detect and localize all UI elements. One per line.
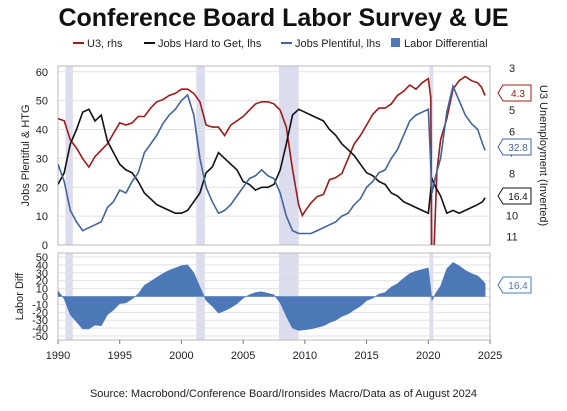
top-panel: 010203040506034567891011Jobs Plentiful &… xyxy=(20,63,549,252)
callout-label: 16.4 xyxy=(508,192,528,203)
y-tick-label: -10 xyxy=(32,299,48,311)
x-tick-label: 2000 xyxy=(169,350,193,362)
y-tick-label: -40 xyxy=(32,323,48,335)
callout-box xyxy=(497,276,532,294)
end-value-callout: 32.8 xyxy=(497,138,532,156)
legend-item: Jobs Plentiful, lhs xyxy=(281,38,381,50)
legend-item: U3, rhs xyxy=(73,38,123,50)
plot-frame xyxy=(57,65,491,246)
callout-label: 32.8 xyxy=(508,143,528,154)
y-tick-label: 20 xyxy=(36,182,48,194)
end-value-callout: 16.4 xyxy=(497,276,532,294)
y-tick-label: 10 xyxy=(36,284,48,296)
y2-axis-title: U3 Unemployment (Inverted) xyxy=(537,85,549,226)
end-value-callout: 4.3 xyxy=(497,84,532,102)
y-tick-label: 40 xyxy=(36,125,48,137)
y2-tick-label: 6 xyxy=(509,126,515,138)
y2-tick-label: 3 xyxy=(509,63,515,75)
end-value-callout: 16.4 xyxy=(497,187,532,205)
y-tick-label: 50 xyxy=(36,96,48,108)
x-tick-label: 2010 xyxy=(293,350,317,362)
recession-band xyxy=(278,66,299,245)
y-tick-label: -50 xyxy=(32,331,48,343)
y-tick-label: 10 xyxy=(36,211,48,223)
callout-box xyxy=(497,187,532,205)
legend-label: Jobs Plentiful, lhs xyxy=(295,38,381,50)
legend-label: Labor Differential xyxy=(404,38,488,50)
y2-tick-label: 5 xyxy=(509,105,515,117)
callout-label: 16.4 xyxy=(508,281,528,292)
x-tick-label: 2005 xyxy=(231,350,255,362)
legend-swatch xyxy=(391,38,400,47)
x-tick-label: 1990 xyxy=(46,350,70,362)
y-tick-label: 30 xyxy=(36,268,48,280)
y-tick-label: -20 xyxy=(32,307,48,319)
y2-tick-label: 8 xyxy=(509,168,515,180)
recession-band xyxy=(196,66,205,245)
y-tick-label: 0 xyxy=(42,292,48,304)
series-line xyxy=(58,83,486,235)
series-line xyxy=(58,108,486,215)
y-axis-title: Jobs Plentiful & HTG xyxy=(20,104,32,206)
callout-box xyxy=(497,84,532,102)
y2-tick-label: 10 xyxy=(506,211,518,223)
x-tick-label: 2020 xyxy=(416,350,440,362)
labor-differential-area xyxy=(57,262,486,331)
x-tick-label: 2015 xyxy=(354,350,378,362)
callout-label: 4.3 xyxy=(511,89,525,100)
legend-label: Jobs Hard to Get, lhs xyxy=(158,38,262,50)
y-tick-label: 50 xyxy=(36,252,48,264)
y-tick-label: -30 xyxy=(32,315,48,327)
x-tick-label: 2025 xyxy=(478,350,502,362)
y-tick-label: 60 xyxy=(36,67,48,79)
legend-item: Jobs Hard to Get, lhs xyxy=(144,38,262,50)
chart-title: Conference Board Labor Survey & UE xyxy=(58,4,509,32)
legend-item: Labor Differential xyxy=(391,38,488,50)
callout-box xyxy=(497,138,532,156)
source-note: Source: Macrobond/Conference Board/Irons… xyxy=(89,388,478,400)
legend: U3, rhs Jobs Hard to Get, lhs Jobs Plentif… xyxy=(73,38,488,50)
y2-tick-label: 11 xyxy=(506,232,517,244)
series-line xyxy=(58,75,486,245)
legend-label: U3, rhs xyxy=(87,38,123,50)
x-tick-label: 1995 xyxy=(107,350,131,362)
y-tick-label: 40 xyxy=(36,260,48,272)
y-tick-label: 30 xyxy=(36,153,48,165)
recession-band xyxy=(65,66,73,245)
y-axis-title: Labor Diff xyxy=(14,272,26,320)
y-tick-label: 20 xyxy=(36,276,48,288)
y-tick-label: 0 xyxy=(42,240,48,252)
